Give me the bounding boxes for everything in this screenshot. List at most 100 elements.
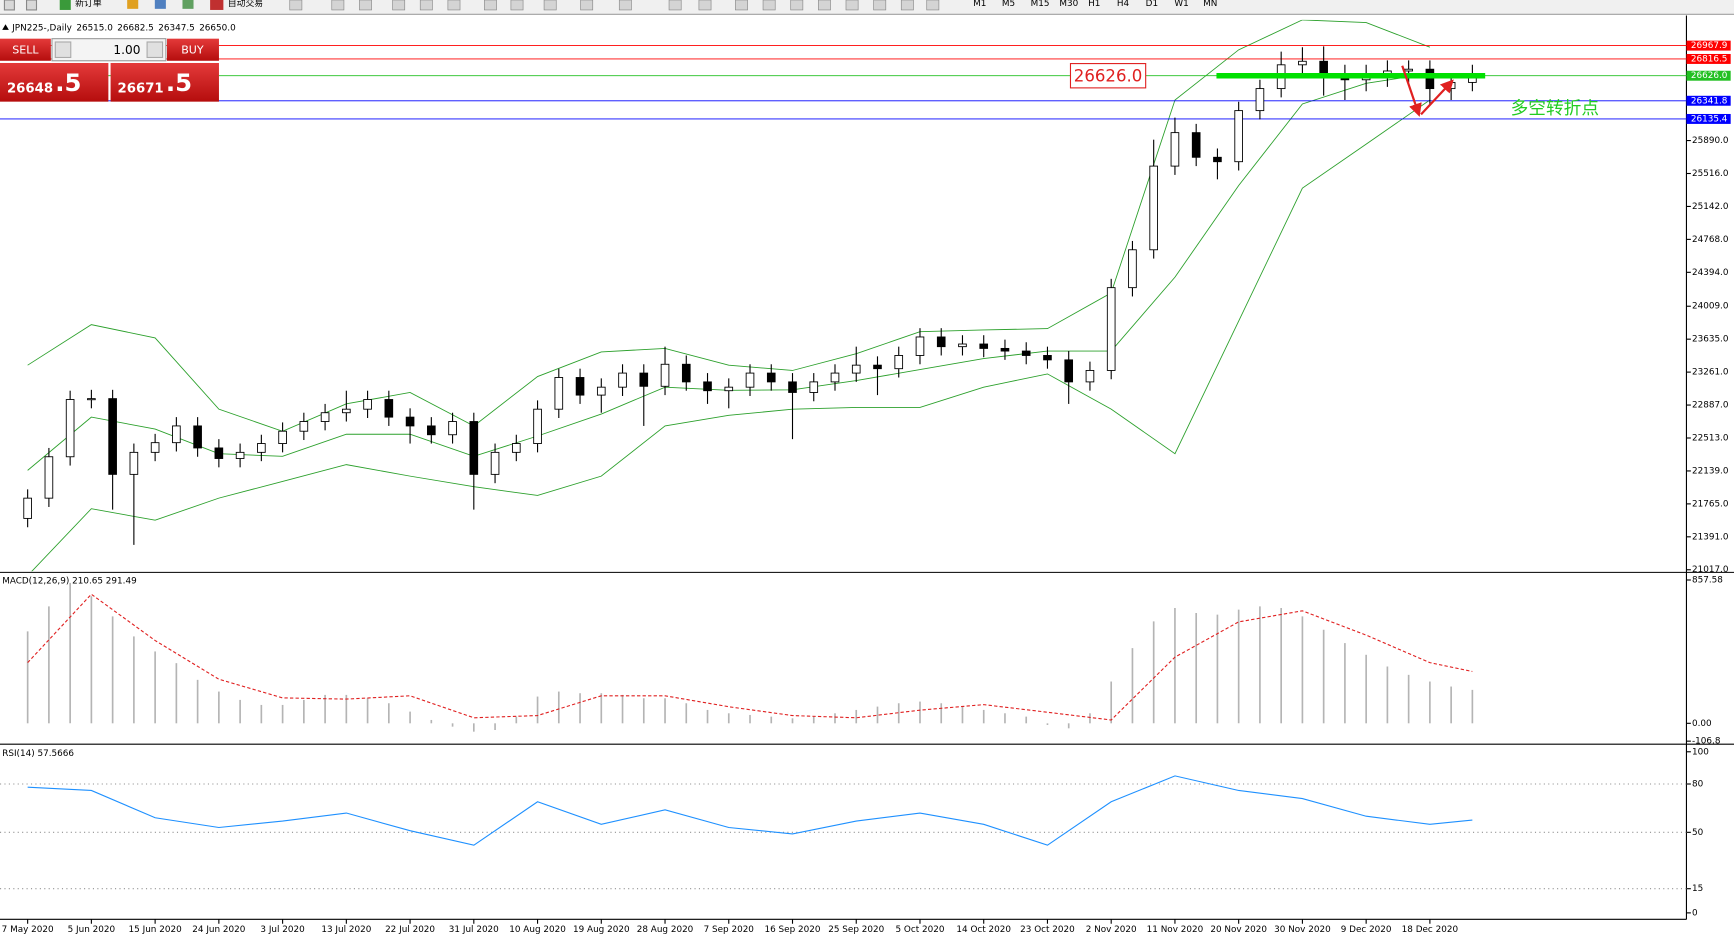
x-tick-label: 28 Aug 2020: [637, 925, 694, 935]
toolbar-icon[interactable]: [392, 0, 406, 11]
icon[interactable]: [3, 0, 15, 11]
toolbar-icon[interactable]: [331, 0, 345, 11]
sell-button[interactable]: [0, 38, 51, 61]
toolbar-icon[interactable]: [580, 0, 594, 11]
candle-body: [873, 364, 882, 370]
y-tick-label: 23635.0: [1692, 335, 1729, 345]
x-tick-label: 5 Jun 2020: [68, 925, 116, 935]
icon[interactable]: [127, 0, 139, 9]
auto-trading-button[interactable]: 自动交易: [228, 0, 263, 9]
timeframe-button[interactable]: D1: [1146, 0, 1158, 9]
timeframe-button[interactable]: M5: [1002, 0, 1015, 9]
buy-label[interactable]: BUY: [181, 43, 204, 56]
toolbar-icon[interactable]: [543, 0, 557, 11]
toolbar-icon[interactable]: [873, 0, 887, 11]
candle-body: [214, 447, 224, 459]
y-tick-label: 22139.0: [1692, 466, 1729, 476]
toolbar-icon[interactable]: [289, 0, 303, 11]
toolbar-icon[interactable]: [900, 0, 914, 11]
sell-label[interactable]: SELL: [12, 43, 39, 56]
sell-pips[interactable]: .5: [55, 68, 81, 97]
toolbar-icon[interactable]: [926, 0, 940, 11]
toolbar-icon[interactable]: [845, 0, 859, 11]
x-tick-label: 7 May 2020: [2, 925, 54, 935]
x-tick-label: 11 Nov 2020: [1147, 925, 1204, 935]
x-tick-label: 16 Sep 2020: [765, 925, 821, 935]
candle-body: [745, 372, 755, 388]
candle-body: [363, 399, 372, 410]
y-tick-label: 50: [1692, 828, 1704, 838]
candle-body: [1213, 156, 1222, 163]
auto-trading-icon[interactable]: [210, 0, 224, 10]
candle-body: [1106, 287, 1116, 371]
timeframe-button[interactable]: MN: [1203, 0, 1217, 9]
timeframe-button[interactable]: H4: [1117, 0, 1130, 9]
candle-body: [660, 363, 670, 387]
timeframe-button[interactable]: W1: [1174, 0, 1188, 9]
y-tick-label: 23261.0: [1692, 368, 1729, 378]
toolbar-icon[interactable]: [762, 0, 776, 11]
toolbar-icon[interactable]: [698, 0, 712, 11]
toolbar-icon[interactable]: [790, 0, 804, 11]
candle-body: [1085, 369, 1095, 383]
timeframe-button[interactable]: M1: [973, 0, 986, 9]
toolbar-icon[interactable]: [419, 0, 433, 11]
volume-value[interactable]: 1.00: [113, 43, 140, 57]
new-order-icon[interactable]: [59, 0, 71, 10]
indicator-title: MACD(12,26,9) 210.65 291.49: [2, 577, 137, 587]
x-tick-label: 10 Aug 2020: [509, 925, 566, 935]
x-tick-label: 3 Jul 2020: [260, 925, 305, 935]
toolbar-icon[interactable]: [618, 0, 632, 11]
price-level-tag: [1686, 113, 1731, 124]
timeframe-button[interactable]: M15: [1031, 0, 1050, 9]
candle-body: [1149, 165, 1159, 251]
toolbar-icon[interactable]: [359, 0, 372, 11]
candle-body: [490, 451, 500, 475]
timeframe-button[interactable]: M30: [1059, 0, 1078, 9]
candle-body: [1043, 355, 1052, 361]
annotation-text: 多空转折点: [1511, 98, 1599, 119]
volume-up[interactable]: [146, 41, 164, 59]
candle-body: [1298, 60, 1307, 66]
sell-price[interactable]: 26648: [7, 81, 53, 96]
icon[interactable]: [25, 0, 38, 11]
candle-body: [851, 364, 861, 374]
toolbar-icon[interactable]: [668, 0, 682, 11]
timeframe-button[interactable]: H1: [1088, 0, 1100, 9]
toolbar-icon[interactable]: [510, 0, 524, 11]
x-tick-label: 24 Jun 2020: [192, 925, 246, 935]
toolbar-icon[interactable]: [735, 0, 748, 11]
y-tick-label: 22887.0: [1692, 401, 1729, 411]
y-tick-label: -106.8: [1692, 737, 1721, 747]
candle-body: [915, 336, 925, 356]
icon[interactable]: [154, 0, 166, 9]
buy-pips[interactable]: .5: [166, 68, 192, 97]
buy-price-box[interactable]: [110, 62, 219, 102]
candle-body: [958, 343, 967, 348]
candle-body: [618, 372, 627, 388]
sell-price-box[interactable]: [0, 62, 109, 102]
x-tick-label: 31 Jul 2020: [449, 925, 499, 935]
candle-body: [1425, 68, 1435, 90]
candle-body: [427, 425, 436, 436]
y-tick-label: 24768.0: [1692, 235, 1729, 245]
buy-button[interactable]: [166, 38, 219, 61]
macd-plot: [26, 582, 1474, 732]
y-tick-label: 0: [1692, 908, 1698, 918]
volume-down[interactable]: [54, 41, 72, 59]
toolbar-icon[interactable]: [447, 0, 461, 11]
bollinger-upper: [27, 19, 1431, 432]
toolbar-icon[interactable]: [818, 0, 831, 11]
candle-body: [299, 421, 309, 432]
candle-body: [23, 497, 32, 519]
icon[interactable]: [182, 0, 194, 9]
new-order-button[interactable]: 新订单: [75, 0, 102, 9]
price-level-tag: [1686, 95, 1731, 106]
volume-box[interactable]: [51, 38, 167, 62]
toolbar-icon[interactable]: [484, 0, 497, 11]
price-level-label: 26626.0: [1691, 71, 1728, 81]
candle-body: [724, 386, 734, 392]
buy-price[interactable]: 26671: [118, 81, 164, 96]
candle-body: [405, 416, 415, 427]
